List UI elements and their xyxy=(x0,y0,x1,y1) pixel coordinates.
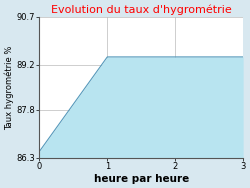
Title: Evolution du taux d'hygrométrie: Evolution du taux d'hygrométrie xyxy=(51,4,232,15)
X-axis label: heure par heure: heure par heure xyxy=(94,174,189,184)
Y-axis label: Taux hygrométrie %: Taux hygrométrie % xyxy=(4,45,14,130)
